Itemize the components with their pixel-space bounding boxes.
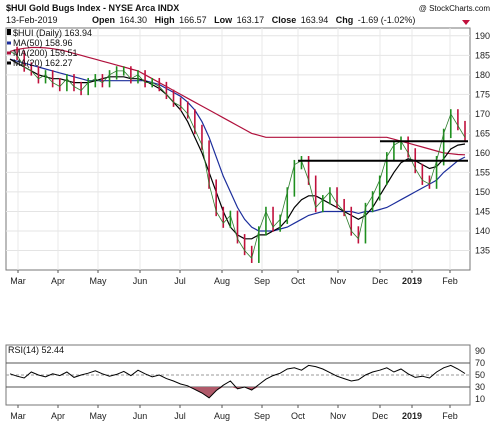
ohlc-line: Open 164.30 High 166.57 Low 163.17 Close… xyxy=(92,15,415,25)
series-line-ma(50) xyxy=(9,58,466,232)
rsi-x-tick-label: Aug xyxy=(214,411,230,421)
x-tick-label: Sep xyxy=(254,276,270,286)
y-tick-label: 165 xyxy=(475,128,490,138)
x-axis-rsi: Mar Apr May Jun Jul Aug Sep Oct Nov Dec 2019 Feb xyxy=(10,405,458,421)
x-tick-label: Jun xyxy=(133,276,148,286)
close-value: 163.94 xyxy=(301,15,329,25)
y-tick-label: 180 xyxy=(475,70,490,80)
rsi-x-tick-label: Jul xyxy=(174,411,186,421)
y-tick-label: 155 xyxy=(475,167,490,177)
rsi-x-tick-label: Jun xyxy=(133,411,148,421)
x-tick-label: Aug xyxy=(214,276,230,286)
y-tick-label: 175 xyxy=(475,89,490,99)
y-tick-label: 135 xyxy=(475,245,490,255)
y-tick-label: 190 xyxy=(475,31,490,41)
y-tick-label: 150 xyxy=(475,187,490,197)
legend: $HUI (Daily) 163.94 MA(50) 158.96 MA(200… xyxy=(7,28,92,68)
chg-label: Chg xyxy=(336,15,354,25)
x-tick-label: Nov xyxy=(330,276,347,286)
x-tick-label: Apr xyxy=(51,276,65,286)
price-annotations xyxy=(298,140,468,162)
y-tick-label: 170 xyxy=(475,109,490,119)
legend-price: $HUI (Daily) 163.94 xyxy=(13,28,92,38)
open-label: Open xyxy=(92,15,115,25)
rsi-legend: RSI(14) 52.44 xyxy=(8,345,64,355)
x-tick-label: Dec xyxy=(372,276,389,286)
y-tick-label: 140 xyxy=(475,226,490,236)
rsi-y-tick-label: 50 xyxy=(475,370,485,380)
low-label: Low xyxy=(214,15,233,25)
high-label: High xyxy=(155,15,175,25)
rsi-x-tick-label: Mar xyxy=(10,411,26,421)
chart-title: $HUI Gold Bugs Index - NYSE Arca INDX xyxy=(6,3,179,13)
x-tick-label: 2019 xyxy=(402,276,422,286)
date-text: 13-Feb-2019 xyxy=(6,15,58,25)
x-axis-price: Mar Apr May Jun Jul Aug Sep Oct Nov Dec 2019 Feb xyxy=(10,270,458,286)
rsi-series xyxy=(9,364,466,399)
rsi-line xyxy=(9,364,466,399)
price-grid xyxy=(6,28,470,270)
x-tick-label: Oct xyxy=(291,276,306,286)
close-label: Close xyxy=(272,15,297,25)
x-tick-label: Jul xyxy=(174,276,186,286)
low-value: 163.17 xyxy=(237,15,265,25)
series-line-price xyxy=(9,51,466,260)
legend-swatch-price xyxy=(7,29,11,35)
legend-ma20: MA(20) 162.27 xyxy=(13,58,73,68)
down-arrow-icon xyxy=(462,20,470,25)
rsi-x-tick-label: Apr xyxy=(51,411,65,421)
rsi-x-tick-label: Dec xyxy=(372,411,389,421)
x-tick-label: Feb xyxy=(442,276,458,286)
rsi-x-tick-label: 2019 xyxy=(402,411,422,421)
y-tick-label: 145 xyxy=(475,206,490,216)
series-line-ma(200) xyxy=(9,46,466,156)
rsi-x-tick-label: Sep xyxy=(254,411,270,421)
legend-ma200: MA(200) 159.51 xyxy=(13,48,78,58)
rsi-x-tick-label: May xyxy=(89,411,107,421)
rsi-x-tick-label: Feb xyxy=(442,411,458,421)
high-value: 166.57 xyxy=(179,15,207,25)
open-value: 164.30 xyxy=(120,15,148,25)
y-tick-label: 185 xyxy=(475,50,490,60)
rsi-y-tick-label: 70 xyxy=(475,358,485,368)
price-series xyxy=(9,46,466,263)
chg-value: -1.69 (-1.02%) xyxy=(358,15,416,25)
legend-ma50: MA(50) 158.96 xyxy=(13,38,73,48)
rsi-y-tick-label: 90 xyxy=(475,346,485,356)
x-tick-label: May xyxy=(89,276,107,286)
x-tick-label: Mar xyxy=(10,276,26,286)
price-y-axis: 135 140 145 150 155 160 165 170 175 180 185 190 xyxy=(475,31,490,256)
watermark: @ StockCharts.com xyxy=(419,4,491,13)
rsi-y-tick-label: 30 xyxy=(475,382,485,392)
rsi-y-tick-label: 10 xyxy=(475,394,485,404)
y-tick-label: 160 xyxy=(475,148,490,158)
rsi-x-tick-label: Nov xyxy=(330,411,347,421)
rsi-y-axis: 10 30 50 70 90 xyxy=(475,346,485,404)
rsi-x-tick-label: Oct xyxy=(291,411,306,421)
